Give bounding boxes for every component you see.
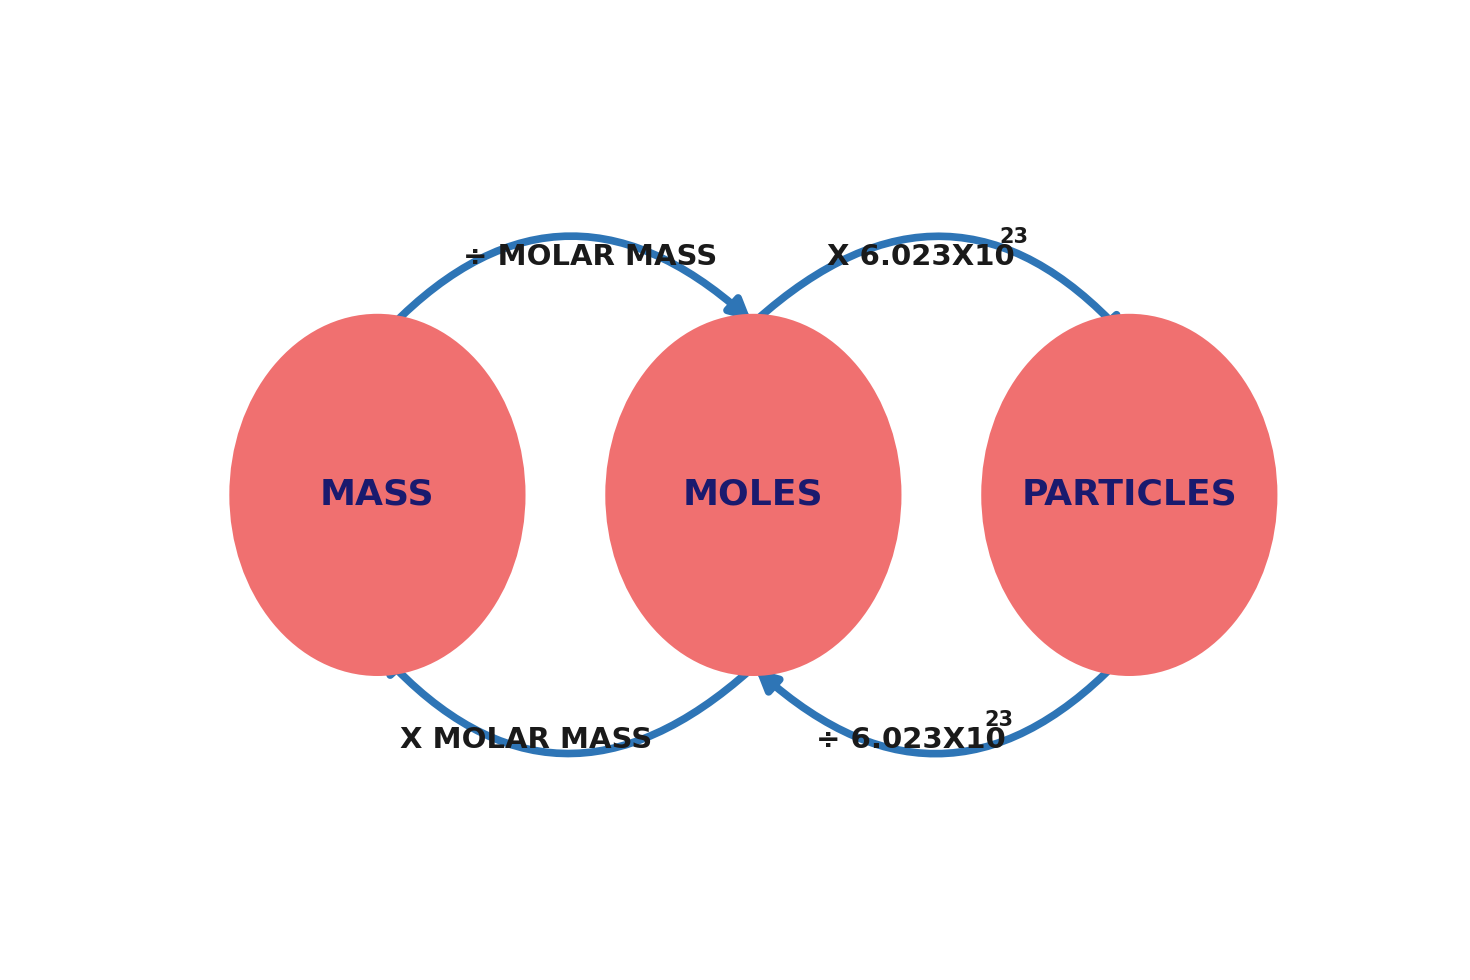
FancyArrowPatch shape: [756, 236, 1122, 332]
Text: X 6.023X10: X 6.023X10: [828, 243, 1016, 271]
Text: ÷ MOLAR MASS: ÷ MOLAR MASS: [463, 243, 717, 271]
Text: PARTICLES: PARTICLES: [1022, 478, 1238, 512]
Text: MOLES: MOLES: [684, 478, 823, 512]
Text: 23: 23: [985, 710, 1014, 730]
Text: 23: 23: [1000, 226, 1029, 247]
FancyArrowPatch shape: [761, 651, 1127, 754]
Text: ÷ 6.023X10: ÷ 6.023X10: [816, 726, 1005, 755]
FancyArrowPatch shape: [379, 236, 745, 339]
Ellipse shape: [229, 314, 526, 676]
Ellipse shape: [606, 314, 901, 676]
Text: X MOLAR MASS: X MOLAR MASS: [400, 726, 653, 755]
Ellipse shape: [980, 314, 1277, 676]
FancyArrowPatch shape: [385, 658, 751, 754]
Text: MASS: MASS: [320, 478, 435, 512]
